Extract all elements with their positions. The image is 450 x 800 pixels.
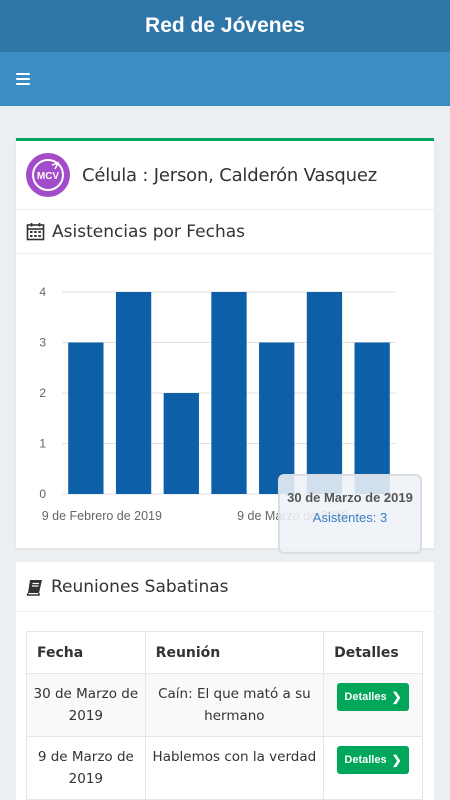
cell-fecha: 9 de Marzo de 2019 xyxy=(26,736,146,800)
chart-tooltip: 30 de Marzo de 2019 Asistentes: 3 xyxy=(278,474,422,554)
cell-card: MCV Célula : Jerson, Calderón Vasquez As… xyxy=(16,138,434,554)
table-header-row: Fecha Reunión Detalles xyxy=(26,631,423,674)
nav-bar xyxy=(0,52,450,106)
calendar-icon xyxy=(26,223,45,241)
app-title: Red de Jóvenes xyxy=(145,14,305,37)
meetings-title: Reuniones Sabatinas xyxy=(51,576,229,597)
details-button-label: Detalles xyxy=(344,691,387,703)
menu-icon[interactable] xyxy=(14,71,32,87)
details-button[interactable]: Detalles ❯ xyxy=(337,683,409,711)
cell-detalles: Detalles ❯ xyxy=(323,673,423,737)
header-reunion: Reunión xyxy=(144,631,325,674)
app-bar: Red de Jóvenes xyxy=(0,0,450,52)
cell-title: Célula : Jerson, Calderón Vasquez xyxy=(82,164,377,186)
attendance-title: Asistencias por Fechas xyxy=(52,221,246,242)
details-button[interactable]: Detalles ❯ xyxy=(337,746,409,774)
bar[interactable] xyxy=(68,342,104,495)
y-tick-label: 4 xyxy=(39,285,46,299)
bar[interactable] xyxy=(354,342,390,495)
logo: MCV xyxy=(26,153,70,197)
meetings-table: Fecha Reunión Detalles 30 de Marzo de 20… xyxy=(26,631,423,800)
y-tick-label: 3 xyxy=(39,336,46,350)
x-tick-label: 9 de Febrero de 2019 xyxy=(42,509,162,523)
book-icon xyxy=(26,579,42,596)
bar[interactable] xyxy=(115,292,152,494)
cell-reunion: Hablemos con la verdad xyxy=(144,736,325,800)
svg-text:MCV: MCV xyxy=(37,171,60,182)
table-row: 9 de Marzo de 2019 Hablemos con la verda… xyxy=(26,736,423,800)
table-row: 30 de Marzo de 2019 Caín: El que mató a … xyxy=(26,673,423,737)
meetings-header: Reuniones Sabatinas xyxy=(16,562,434,612)
cell-detalles: Detalles ❯ xyxy=(323,736,423,800)
attendance-header: Asistencias por Fechas xyxy=(16,210,434,254)
tooltip-date: 30 de Marzo de 2019 xyxy=(287,490,413,505)
chevron-right-icon: ❯ xyxy=(391,690,402,704)
bar[interactable] xyxy=(211,292,247,494)
cell-fecha: 30 de Marzo de 2019 xyxy=(26,673,146,737)
cell-reunion: Caín: El que mató a su hermano xyxy=(144,673,325,737)
header-detalles: Detalles xyxy=(323,631,423,674)
cell-header: MCV Célula : Jerson, Calderón Vasquez xyxy=(16,141,434,210)
bar[interactable] xyxy=(306,292,343,494)
y-tick-label: 1 xyxy=(39,437,46,451)
meetings-card: Reuniones Sabatinas Fecha Reunión Detall… xyxy=(16,562,434,800)
header-fecha: Fecha xyxy=(26,631,146,674)
bar[interactable] xyxy=(163,393,199,494)
details-button-label: Detalles xyxy=(344,754,387,766)
bar[interactable] xyxy=(259,342,295,495)
y-tick-label: 0 xyxy=(39,487,46,501)
chevron-right-icon: ❯ xyxy=(391,753,402,767)
tooltip-value: Asistentes: 3 xyxy=(312,510,388,525)
y-tick-label: 2 xyxy=(39,386,46,400)
